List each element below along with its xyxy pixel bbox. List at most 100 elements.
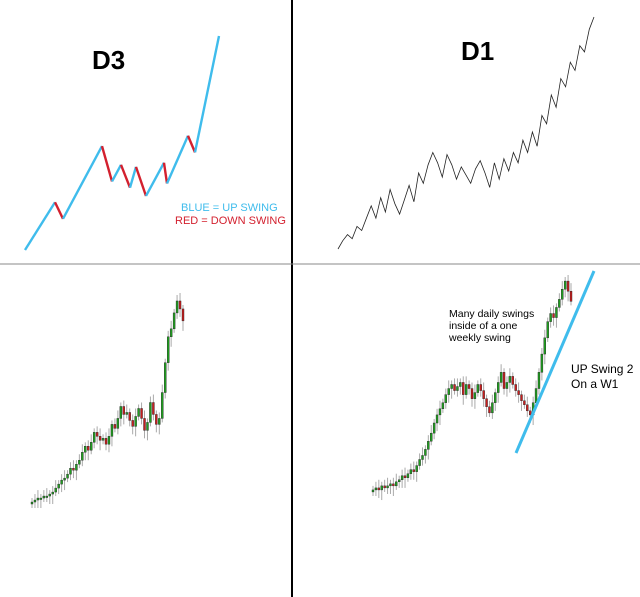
legend-down-swing: RED = DOWN SWING <box>175 215 286 227</box>
right-candle-55 <box>529 410 532 416</box>
left-candle-35 <box>131 420 134 427</box>
legend-up-swing: BLUE = UP SWING <box>181 202 278 214</box>
left-candle-33 <box>125 412 128 415</box>
right-candle-26 <box>444 394 447 403</box>
right-candle-31 <box>459 382 462 387</box>
d3-swing-segment-2 <box>53 201 65 220</box>
right-candle-21 <box>430 432 433 442</box>
right-candle-20 <box>427 441 430 450</box>
left-candle-46 <box>164 362 167 393</box>
right-candle-44 <box>497 382 500 393</box>
left-candle-25 <box>101 438 105 441</box>
right-candle-27 <box>447 388 450 395</box>
right-candle-18 <box>421 455 424 460</box>
right-candle-48 <box>508 376 512 383</box>
right-candle-64 <box>555 307 558 318</box>
d3-swing-segment-3 <box>61 145 104 220</box>
left-candle-5 <box>42 495 46 499</box>
weekly-up-swing-trendline <box>514 270 596 454</box>
d3-swing-segment-13 <box>193 35 221 153</box>
left-candle-20 <box>87 446 90 451</box>
left-candle-39 <box>143 418 146 431</box>
right-candle-16 <box>415 465 418 472</box>
right-candle-10 <box>398 479 401 483</box>
right-candle-67 <box>563 280 567 290</box>
right-candle-2 <box>374 487 378 491</box>
d1-price-line <box>337 16 595 250</box>
left-candle-2 <box>33 499 37 503</box>
left-candle-50 <box>175 300 179 314</box>
left-candle-29 <box>113 424 117 429</box>
right-candle-19 <box>424 449 427 456</box>
d3-swing-lines <box>23 35 221 251</box>
candlestick-chart-left <box>30 293 185 508</box>
left-candle-49 <box>172 312 176 330</box>
right-candle-23 <box>435 414 439 424</box>
right-candle-30 <box>456 386 459 391</box>
left-candle-42 <box>152 402 155 415</box>
left-candle-41 <box>149 402 152 423</box>
right-candle-11 <box>400 475 404 480</box>
right-candle-52 <box>520 394 523 401</box>
right-candle-1 <box>371 489 375 493</box>
left-candle-14 <box>69 467 72 475</box>
right-candle-17 <box>418 459 421 466</box>
left-candle-7 <box>48 493 51 497</box>
right-candle-34 <box>467 384 471 389</box>
right-candle-25 <box>441 402 445 410</box>
right-candle-68 <box>566 280 570 292</box>
left-candle-9 <box>54 487 57 493</box>
right-candle-62 <box>549 313 552 322</box>
d1-line-chart: D1 <box>337 16 595 250</box>
right-candle-54 <box>526 404 529 412</box>
d3-swing-segment-5 <box>110 164 123 183</box>
d3-title: D3 <box>92 45 125 75</box>
left-candle-10 <box>57 483 60 489</box>
right-candle-15 <box>412 469 415 472</box>
d3-swing-segment-10 <box>162 162 169 184</box>
right-candle-63 <box>552 313 555 318</box>
left-candle-28 <box>110 424 114 437</box>
left-candle-4 <box>39 497 43 500</box>
right-candle-42 <box>491 402 494 414</box>
left-candle-12 <box>63 477 66 481</box>
left-candle-17 <box>78 460 81 465</box>
d3-swing-segment-6 <box>119 164 132 189</box>
right-candle-60 <box>543 337 546 355</box>
d3-swing-segment-12 <box>186 135 197 153</box>
left-candle-1 <box>30 501 34 505</box>
left-candle-36 <box>134 416 137 427</box>
right-candle-53 <box>523 400 526 405</box>
left-candle-43 <box>155 414 158 425</box>
right-candle-43 <box>494 392 497 403</box>
right-candle-37 <box>476 384 480 393</box>
right-candle-4 <box>380 485 383 491</box>
right-candle-32 <box>462 382 465 395</box>
right-candle-29 <box>453 384 456 391</box>
right-candle-33 <box>464 384 468 395</box>
d3-swing-segment-11 <box>165 135 190 184</box>
left-candle-15 <box>72 467 75 471</box>
left-candle-31 <box>119 406 123 419</box>
left-candle-8 <box>51 491 54 495</box>
right-candle-9 <box>395 481 398 487</box>
d3-swing-segment-8 <box>134 166 148 197</box>
annotation-on-a-w1: On a W1 <box>571 377 619 391</box>
right-candle-3 <box>377 487 381 491</box>
left-candle-47 <box>166 336 170 363</box>
right-candle-50 <box>514 384 517 391</box>
right-candle-7 <box>389 483 392 487</box>
left-candle-19 <box>84 446 87 453</box>
right-candle-58 <box>537 372 541 389</box>
left-candle-3 <box>36 497 40 501</box>
annotation-many-daily-swings-1: Many daily swings <box>449 308 534 320</box>
left-candle-23 <box>95 432 99 437</box>
left-candle-38 <box>140 408 143 419</box>
right-candle-41 <box>488 406 491 414</box>
left-candle-13 <box>66 473 69 479</box>
right-candle-6 <box>386 485 389 489</box>
left-candle-48 <box>169 328 173 338</box>
right-candle-38 <box>479 384 482 391</box>
d3-swing-segment-9 <box>144 162 166 197</box>
